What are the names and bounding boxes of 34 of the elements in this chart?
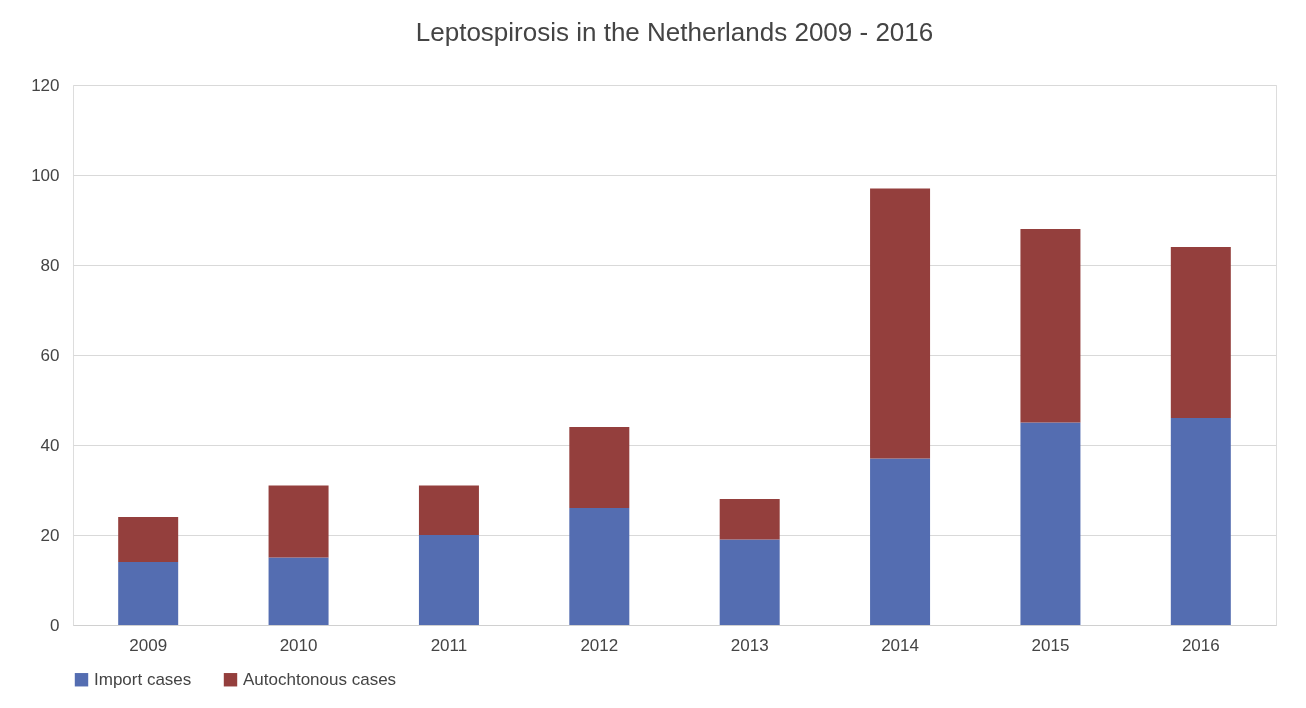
x-tick-label: 2011: [430, 635, 468, 655]
bar: [418, 535, 479, 625]
y-tick-label: 40: [40, 435, 60, 455]
bar: [719, 499, 780, 540]
bar: [569, 508, 630, 625]
bar: [1170, 247, 1231, 418]
bar: [118, 562, 179, 625]
chart-title: Leptospirosis in the Netherlands 2009 - 2016: [415, 17, 934, 47]
bar: [1170, 418, 1231, 625]
bar: [118, 517, 179, 562]
x-tick-label: 2012: [580, 635, 619, 655]
x-tick-label: 2009: [129, 635, 168, 655]
bar: [268, 557, 329, 625]
x-tick-label: 2013: [730, 635, 769, 655]
x-tick-label: 2014: [881, 635, 919, 655]
bar: [1020, 422, 1081, 625]
bar: [870, 458, 931, 625]
x-tick-label: 2010: [279, 635, 318, 655]
x-tick-label: 2015: [1031, 635, 1070, 655]
x-tick-label: 2016: [1181, 635, 1220, 655]
y-tick-label: 60: [40, 345, 60, 365]
bar: [569, 427, 630, 508]
bar: [418, 485, 479, 535]
bar: [719, 539, 780, 625]
legend-label: Autochtonous cases: [243, 669, 397, 689]
legend-label: Import cases: [94, 669, 192, 689]
y-tick-label: 100: [31, 165, 60, 185]
y-tick-label: 20: [40, 525, 60, 545]
y-tick-label: 120: [31, 75, 60, 95]
y-tick-label: 0: [50, 615, 60, 635]
bar: [268, 485, 329, 558]
y-tick-label: 80: [40, 255, 60, 275]
bar: [870, 188, 931, 459]
bar: [1020, 229, 1081, 423]
